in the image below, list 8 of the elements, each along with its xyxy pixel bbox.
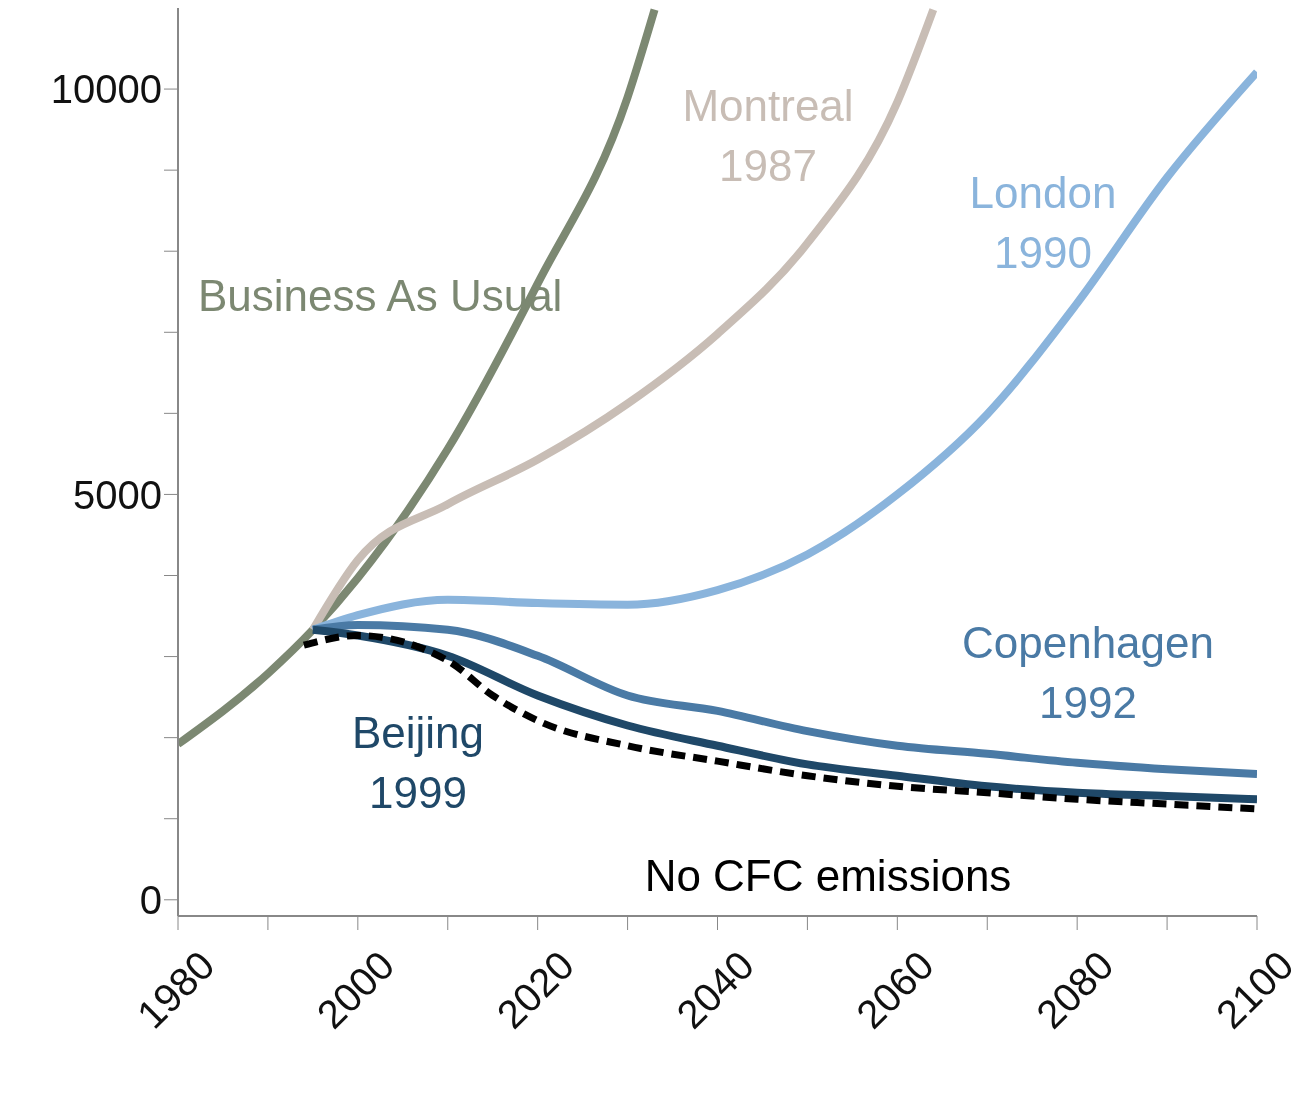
series-label: Montreal 1987 [681,80,855,192]
series-label: Copenhagen 1992 [961,617,1215,729]
series-label: London 1990 [968,167,1118,279]
y-tick-label: 10000 [50,67,162,112]
y-tick-label: 0 [139,877,162,922]
series-label: Beijing 1999 [350,707,486,819]
y-tick-label: 5000 [73,472,162,517]
series-label: No CFC emissions [643,850,1013,902]
